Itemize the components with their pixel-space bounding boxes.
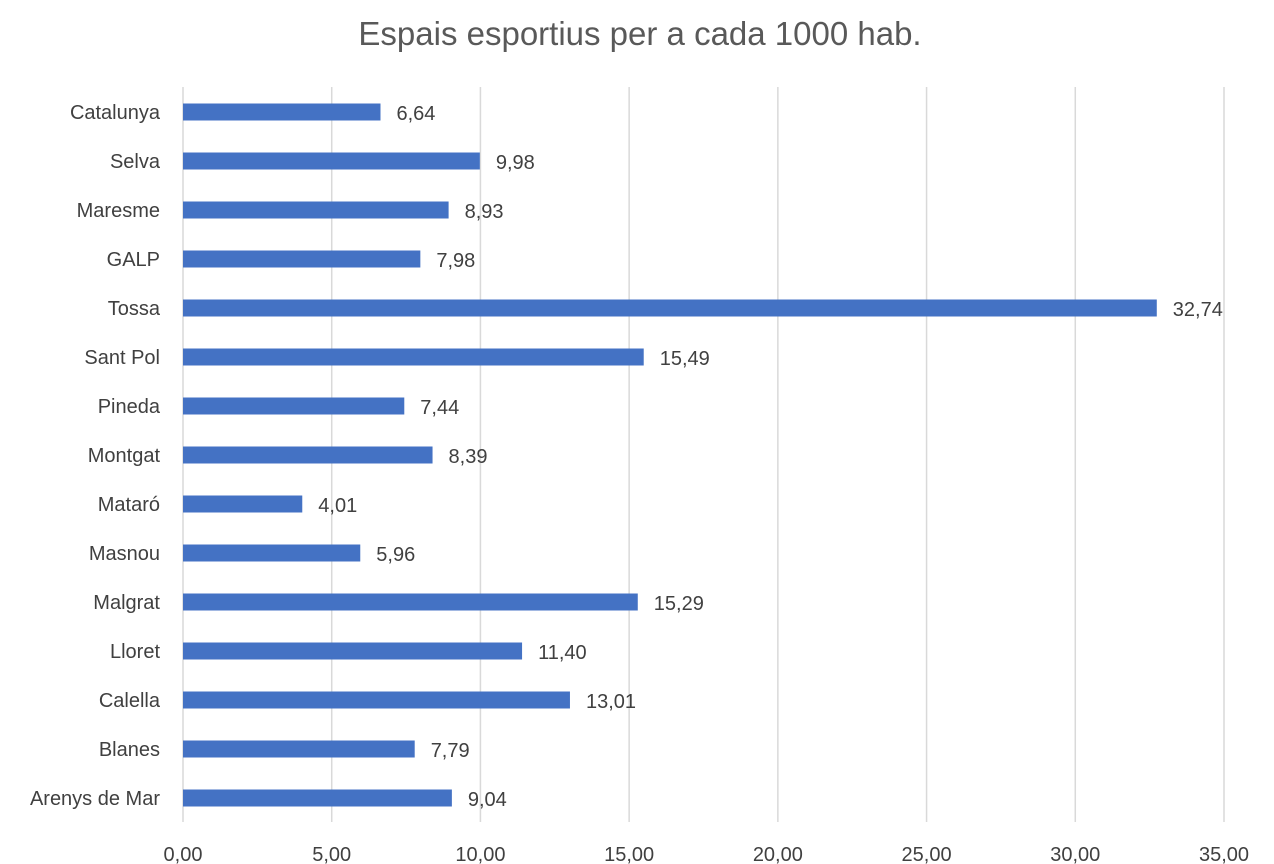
category-label: Selva bbox=[110, 151, 161, 173]
x-tick-label: 0,00 bbox=[164, 844, 203, 864]
bar bbox=[183, 544, 361, 562]
category-label: Tossa bbox=[108, 298, 161, 320]
category-label: Maresme bbox=[77, 200, 160, 222]
data-label: 9,98 bbox=[496, 152, 535, 174]
category-label: Pineda bbox=[98, 396, 161, 418]
category-label: Blanes bbox=[99, 739, 160, 761]
x-tick-label: 25,00 bbox=[902, 844, 952, 864]
bar bbox=[183, 789, 452, 807]
category-label: Calella bbox=[99, 690, 161, 712]
data-label: 6,64 bbox=[396, 103, 435, 125]
data-label: 9,04 bbox=[468, 789, 507, 811]
category-label: Masnou bbox=[89, 543, 160, 565]
chart-title: Espais esportius per a cada 1000 hab. bbox=[358, 15, 921, 52]
bar bbox=[183, 152, 480, 170]
category-label: Arenys de Mar bbox=[30, 788, 160, 810]
data-label: 13,01 bbox=[586, 691, 636, 713]
x-tick-label: 15,00 bbox=[604, 844, 654, 864]
bar bbox=[183, 397, 405, 415]
x-tick-label: 35,00 bbox=[1199, 844, 1249, 864]
data-label: 8,93 bbox=[465, 201, 504, 223]
category-label: Montgat bbox=[88, 445, 161, 467]
x-tick-label: 5,00 bbox=[312, 844, 351, 864]
data-label: 15,49 bbox=[660, 348, 710, 370]
data-label: 7,98 bbox=[436, 250, 475, 272]
data-label: 15,29 bbox=[654, 593, 704, 615]
category-label: Sant Pol bbox=[84, 347, 160, 369]
data-label: 5,96 bbox=[376, 544, 415, 566]
data-label: 8,39 bbox=[449, 446, 488, 468]
category-labels: Catalunya Selva Maresme GALP Tossa Sant Pol Pi… bbox=[30, 102, 161, 810]
category-label: Mataró bbox=[98, 494, 160, 516]
bar bbox=[183, 299, 1157, 317]
bar bbox=[183, 691, 570, 709]
bar bbox=[183, 446, 433, 464]
bar bbox=[183, 642, 523, 660]
x-tick-label: 20,00 bbox=[753, 844, 803, 864]
category-label: GALP bbox=[107, 249, 160, 271]
bar bbox=[183, 495, 303, 513]
category-label: Catalunya bbox=[70, 102, 161, 124]
bar bbox=[183, 103, 381, 121]
bars bbox=[183, 103, 1157, 807]
bar bbox=[183, 740, 415, 758]
category-label: Malgrat bbox=[93, 592, 160, 614]
data-label: 4,01 bbox=[318, 495, 357, 517]
x-tick-label: 10,00 bbox=[455, 844, 505, 864]
x-axis-tick-labels: 0,00 5,00 10,00 15,00 20,00 25,00 30,00 35,00 bbox=[164, 844, 1250, 864]
bar bbox=[183, 250, 421, 268]
data-label: 7,79 bbox=[431, 740, 470, 762]
data-label: 11,40 bbox=[538, 642, 587, 664]
data-label: 7,44 bbox=[420, 397, 459, 419]
x-tick-label: 30,00 bbox=[1050, 844, 1100, 864]
bar bbox=[183, 593, 638, 611]
bar bbox=[183, 201, 449, 219]
data-label: 32,74 bbox=[1173, 299, 1223, 321]
data-labels: 6,64 9,98 8,93 7,98 32,74 15,49 7,44 8,39 4,01 5,… bbox=[318, 103, 1223, 811]
category-label: Lloret bbox=[110, 641, 160, 663]
bar bbox=[183, 348, 644, 366]
